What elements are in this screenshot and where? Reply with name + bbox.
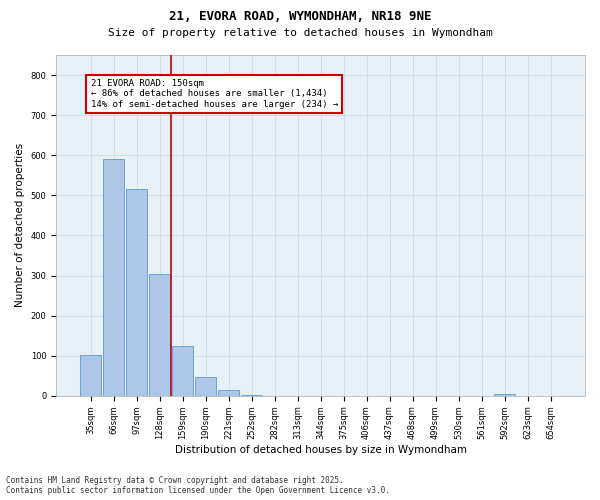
- Bar: [103, 160, 124, 396]
- Bar: [494, 394, 515, 396]
- X-axis label: Distribution of detached houses by size in Wymondham: Distribution of detached houses by size …: [175, 445, 467, 455]
- Bar: [241, 395, 262, 396]
- Text: Size of property relative to detached houses in Wymondham: Size of property relative to detached ho…: [107, 28, 493, 38]
- Bar: [218, 390, 239, 396]
- Bar: [195, 377, 216, 396]
- Text: 21, EVORA ROAD, WYMONDHAM, NR18 9NE: 21, EVORA ROAD, WYMONDHAM, NR18 9NE: [169, 10, 431, 23]
- Bar: [80, 355, 101, 396]
- Bar: [172, 346, 193, 396]
- Bar: [126, 190, 147, 396]
- Y-axis label: Number of detached properties: Number of detached properties: [15, 144, 25, 308]
- Text: Contains HM Land Registry data © Crown copyright and database right 2025.
Contai: Contains HM Land Registry data © Crown c…: [6, 476, 390, 495]
- Bar: [149, 274, 170, 396]
- Text: 21 EVORA ROAD: 150sqm
← 86% of detached houses are smaller (1,434)
14% of semi-d: 21 EVORA ROAD: 150sqm ← 86% of detached …: [91, 79, 338, 109]
